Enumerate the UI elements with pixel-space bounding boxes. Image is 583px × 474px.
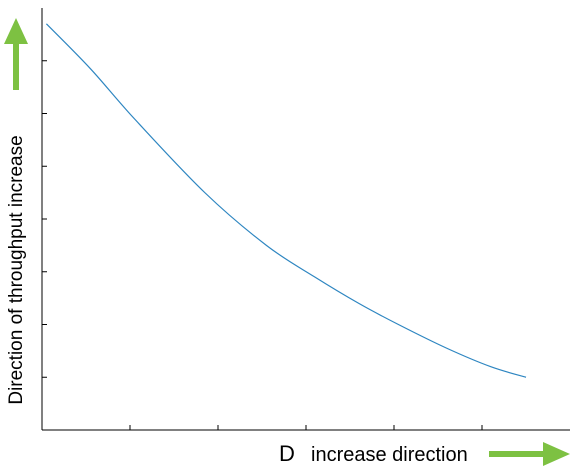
x-ticks (129, 425, 483, 430)
x-axis-symbol: D (279, 441, 295, 466)
axes (41, 8, 570, 431)
y-arrow-icon (4, 18, 28, 90)
y-axis-label: Direction of throughput increase (6, 135, 27, 404)
x-arrow-shaft (489, 451, 545, 457)
y-arrow-head (4, 18, 28, 44)
x-arrow-icon (489, 442, 570, 466)
series-line-1 (45, 23, 527, 378)
y-arrow-shaft (13, 40, 19, 90)
x-axis-label: increase direction (311, 444, 468, 466)
series-group (45, 23, 527, 378)
y-ticks (42, 60, 47, 378)
x-arrow-head (543, 442, 570, 466)
